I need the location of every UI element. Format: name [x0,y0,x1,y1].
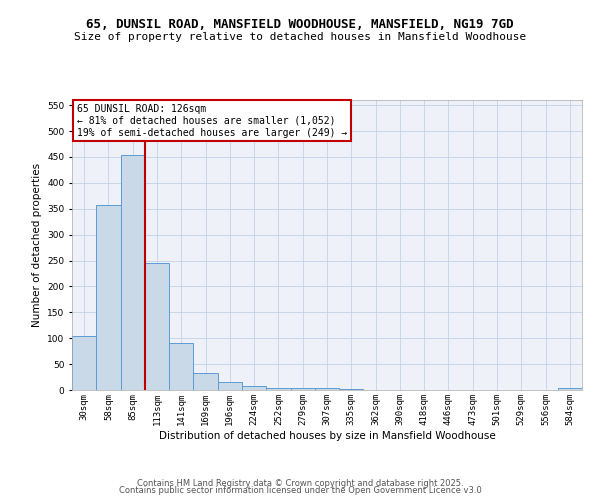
Text: Size of property relative to detached houses in Mansfield Woodhouse: Size of property relative to detached ho… [74,32,526,42]
Bar [266,388,290,390]
Text: Contains HM Land Registry data © Crown copyright and database right 2025.: Contains HM Land Registry data © Crown c… [137,478,463,488]
Bar [121,156,145,390]
Text: Contains public sector information licensed under the Open Government Licence v3: Contains public sector information licen… [119,486,481,495]
Bar [72,336,96,390]
Bar [96,205,121,390]
X-axis label: Distribution of detached houses by size in Mansfield Woodhouse: Distribution of detached houses by size … [158,430,496,440]
Y-axis label: Number of detached properties: Number of detached properties [32,163,41,327]
Bar [145,263,169,390]
Text: 65, DUNSIL ROAD, MANSFIELD WOODHOUSE, MANSFIELD, NG19 7GD: 65, DUNSIL ROAD, MANSFIELD WOODHOUSE, MA… [86,18,514,30]
Bar [315,388,339,390]
Bar [218,382,242,390]
Bar [558,388,582,390]
Text: 65 DUNSIL ROAD: 126sqm
← 81% of detached houses are smaller (1,052)
19% of semi-: 65 DUNSIL ROAD: 126sqm ← 81% of detached… [77,104,347,138]
Bar [242,386,266,390]
Bar [290,388,315,390]
Bar [339,389,364,390]
Bar [169,344,193,390]
Bar [193,374,218,390]
